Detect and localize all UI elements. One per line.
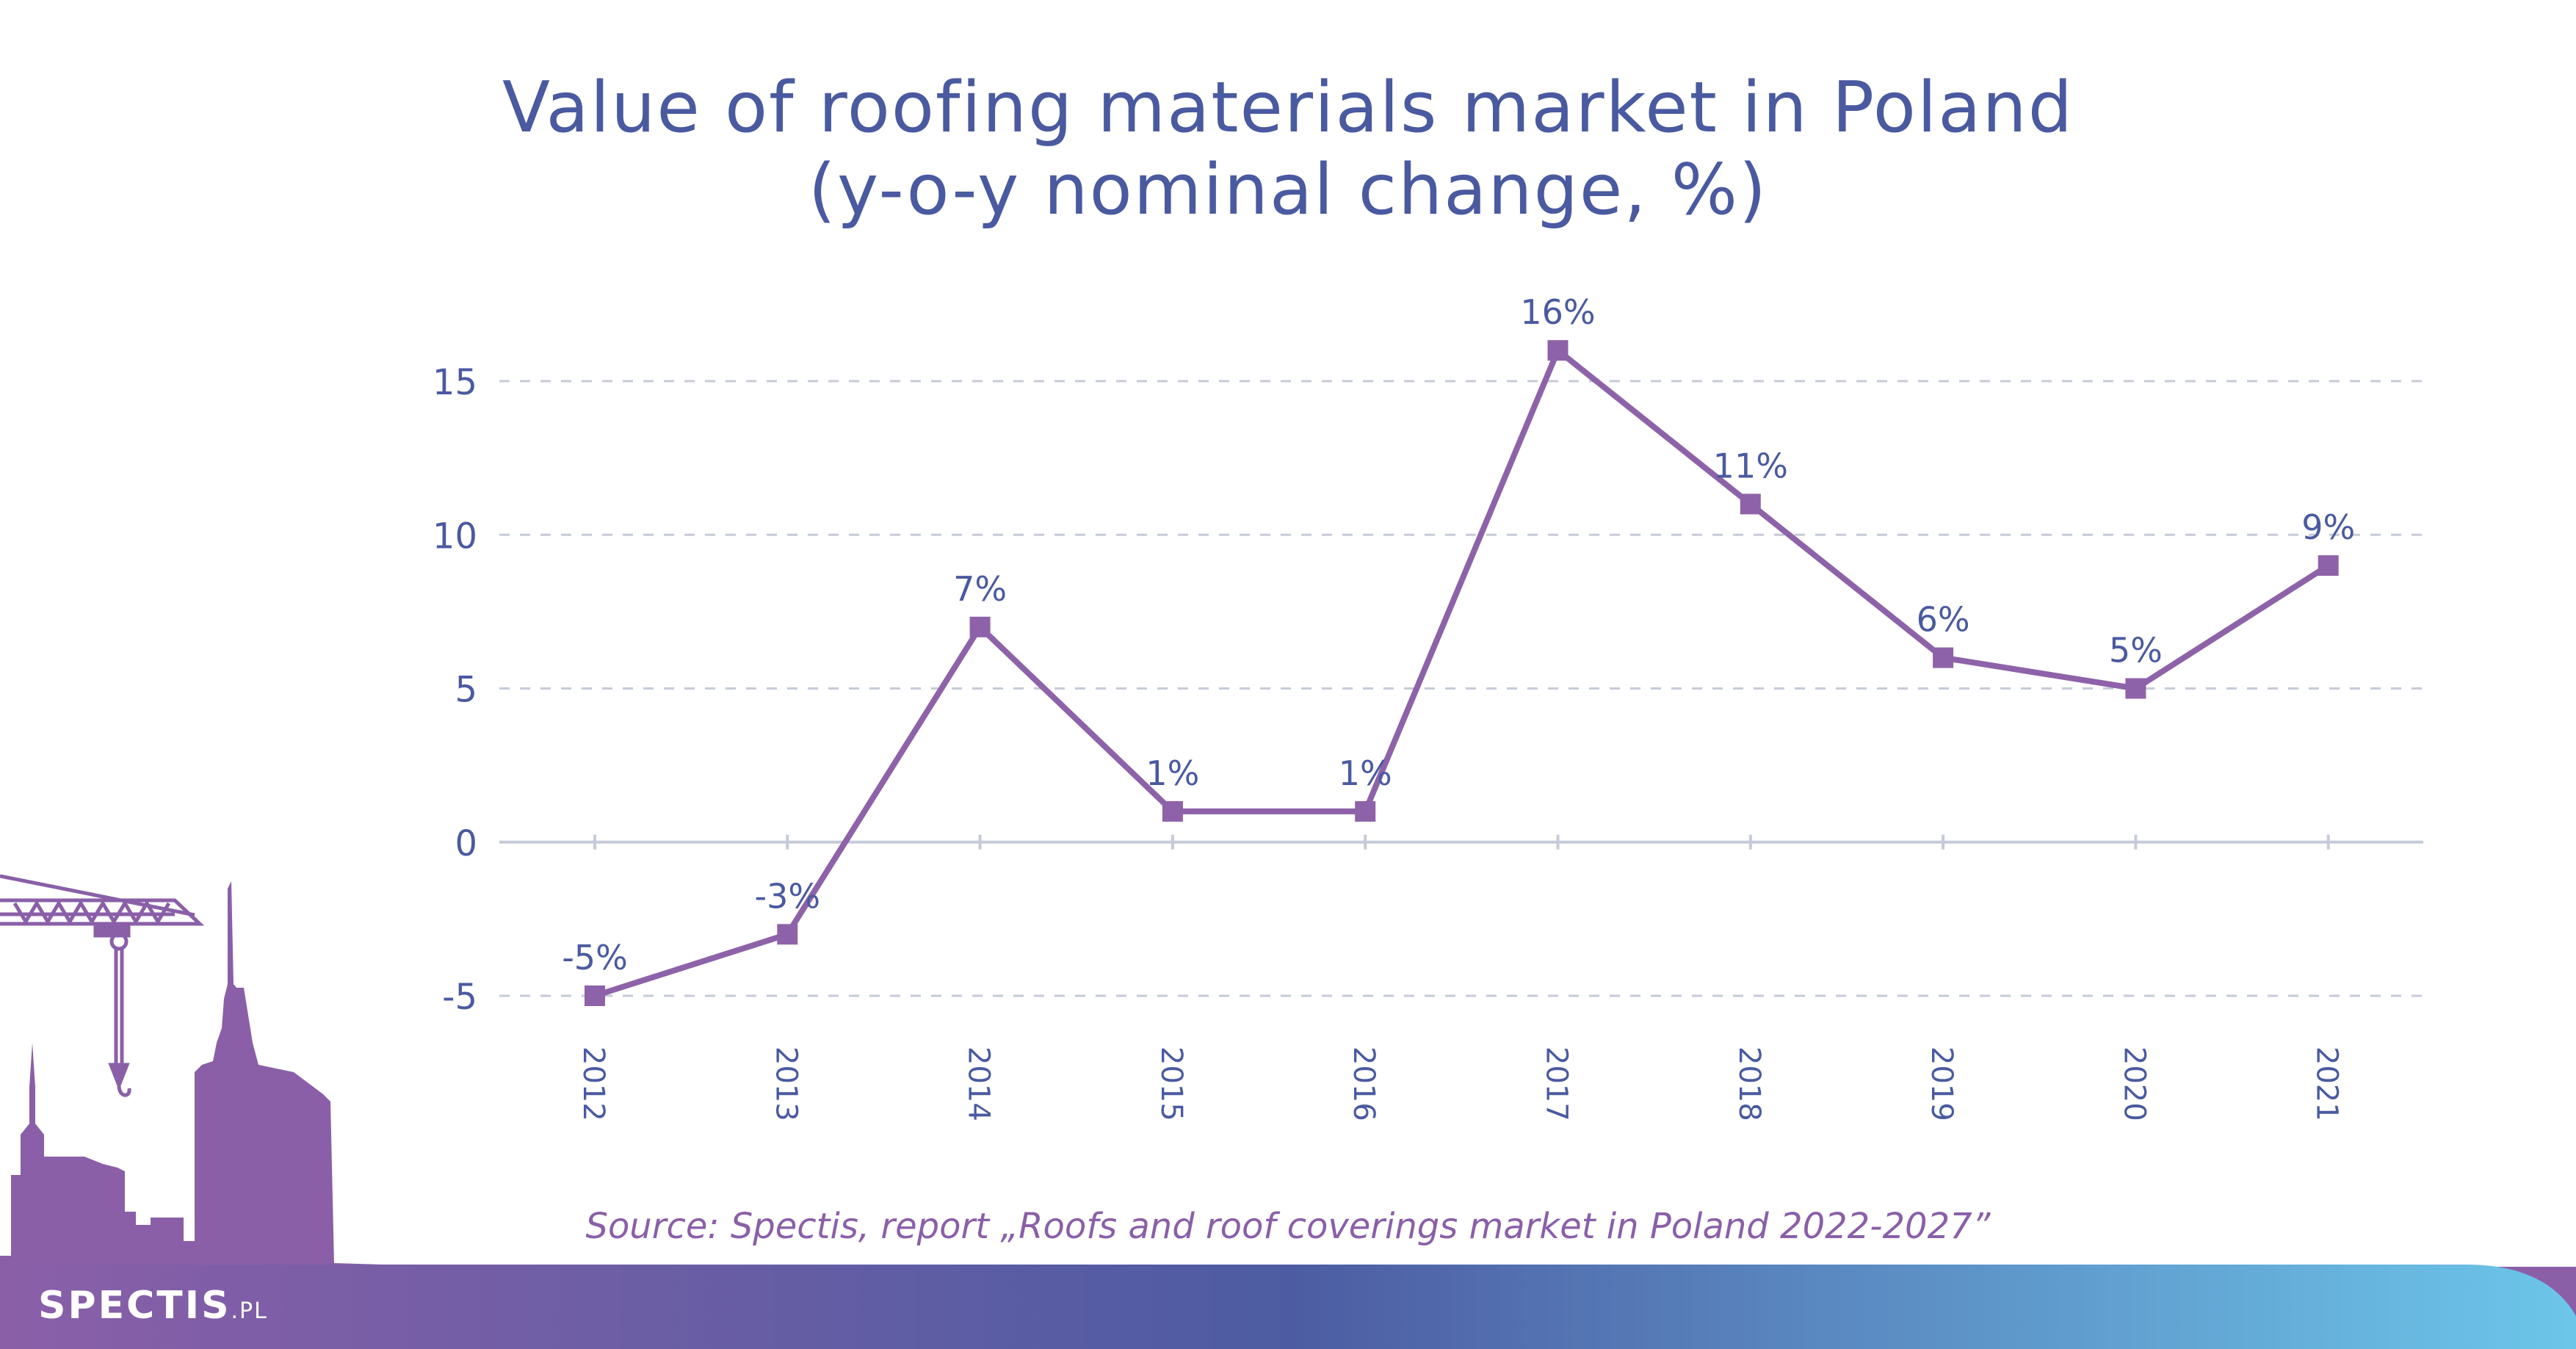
logo-suffix-text: .PL [231, 1298, 268, 1324]
x-tick-label: 2014 [962, 1046, 996, 1121]
x-tick-label: 2015 [1154, 1046, 1188, 1121]
data-point-marker [1547, 340, 1569, 361]
data-point-marker [585, 985, 605, 1006]
y-tick-label: 15 [433, 362, 477, 403]
y-tick-label: 5 [455, 670, 477, 711]
data-label: 9% [2301, 507, 2355, 547]
x-tick-label: 2012 [576, 1046, 610, 1121]
data-point-marker [969, 616, 991, 637]
data-point-marker [1740, 493, 1761, 515]
data-point-marker [2318, 555, 2339, 576]
y-tick-label: 0 [455, 823, 477, 864]
footer-band [0, 1265, 2576, 1349]
gridlines [499, 380, 2423, 997]
x-tick-label: 2018 [1732, 1046, 1766, 1121]
data-label: 6% [1917, 600, 1970, 640]
series-line-group [585, 340, 2339, 1006]
chart-title-line2: (y-o-y nominal change, %) [808, 150, 1768, 231]
data-labels: -5% -3% 7% 1% 1% 16% 11% 6% 5% 9% [562, 292, 2355, 977]
data-label: -3% [755, 876, 821, 916]
data-label: 5% [2109, 631, 2163, 670]
x-tick-label: 2016 [1347, 1046, 1381, 1121]
x-tick-label: 2013 [769, 1046, 803, 1121]
data-label: 1% [1339, 753, 1392, 793]
data-label: 16% [1520, 292, 1595, 332]
brand-logo: SPECTIS.PL [38, 1284, 268, 1328]
data-label: -5% [562, 938, 628, 977]
data-label: 7% [953, 569, 1007, 609]
x-tick-label: 2020 [2117, 1046, 2151, 1121]
data-label: 11% [1713, 446, 1788, 485]
data-point-marker [777, 924, 798, 945]
data-point-marker [1162, 800, 1183, 822]
y-axis-ticks: -5 0 5 10 15 [433, 362, 477, 1018]
source-note: Source: Spectis, report „Roofs and roof … [585, 1206, 1991, 1247]
data-point-marker [2125, 678, 2146, 699]
x-tick-label: 2017 [1540, 1046, 1574, 1121]
x-axis-ticks: 2012 2013 2014 2015 2016 2017 2018 2019 2020 2021 [576, 834, 2344, 1121]
x-tick-label: 2019 [1925, 1046, 1958, 1121]
data-label: 1% [1146, 753, 1199, 793]
logo-main-text: SPECTIS [38, 1284, 231, 1328]
series-line [593, 347, 2330, 999]
crane-icon [0, 874, 205, 1097]
data-point-marker [1355, 800, 1376, 822]
y-tick-label: 10 [433, 516, 477, 557]
chart-title-line1: Value of roofing materials market in Pol… [502, 68, 2074, 148]
data-point-marker [1933, 647, 1954, 668]
x-tick-label: 2021 [2310, 1046, 2344, 1121]
y-tick-label: -5 [442, 977, 477, 1018]
